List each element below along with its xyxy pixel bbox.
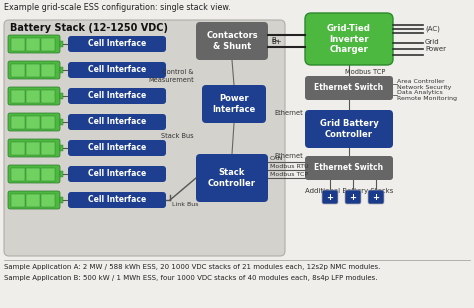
- Bar: [60, 93, 63, 99]
- Text: Ethernet: Ethernet: [274, 110, 303, 116]
- Text: Grid
Power: Grid Power: [425, 39, 446, 52]
- Bar: [41, 38, 55, 51]
- Bar: [60, 41, 63, 47]
- Text: Control &
Measurement: Control & Measurement: [148, 70, 194, 83]
- FancyBboxPatch shape: [68, 140, 166, 156]
- Text: Stack Bus: Stack Bus: [161, 133, 194, 139]
- Text: Power
Interface: Power Interface: [212, 94, 255, 114]
- FancyBboxPatch shape: [8, 61, 60, 79]
- FancyBboxPatch shape: [68, 62, 166, 78]
- Text: B-: B-: [271, 37, 278, 43]
- FancyBboxPatch shape: [368, 190, 384, 204]
- Bar: [60, 145, 63, 151]
- Bar: [11, 116, 25, 129]
- Text: B+: B+: [271, 39, 282, 45]
- Text: +: +: [349, 192, 356, 201]
- FancyBboxPatch shape: [202, 85, 266, 123]
- Bar: [60, 67, 63, 73]
- Bar: [26, 38, 40, 51]
- FancyBboxPatch shape: [4, 20, 285, 256]
- FancyBboxPatch shape: [68, 166, 166, 182]
- Text: Ethernet Switch: Ethernet Switch: [314, 83, 383, 92]
- FancyBboxPatch shape: [8, 35, 60, 53]
- Text: Sample Application B: 500 kW / 1 MWh ESS, four 1000 VDC stacks of 40 modules eac: Sample Application B: 500 kW / 1 MWh ESS…: [4, 275, 377, 281]
- Text: +: +: [327, 192, 334, 201]
- Text: Modbus TCP: Modbus TCP: [345, 69, 385, 75]
- Bar: [60, 119, 63, 125]
- Bar: [60, 197, 63, 203]
- Text: Cell Interface: Cell Interface: [88, 66, 146, 75]
- FancyBboxPatch shape: [345, 190, 361, 204]
- Bar: [26, 90, 40, 103]
- Text: Link Bus: Link Bus: [172, 202, 199, 207]
- Bar: [11, 168, 25, 181]
- Bar: [41, 116, 55, 129]
- Text: Contactors
& Shunt: Contactors & Shunt: [206, 31, 258, 51]
- Text: Area Controller
Network Security: Area Controller Network Security: [397, 79, 451, 90]
- Bar: [26, 194, 40, 207]
- Text: Grid-Tied
Inverter
Charger: Grid-Tied Inverter Charger: [327, 24, 371, 54]
- Text: Additional Battery Stacks: Additional Battery Stacks: [305, 188, 393, 194]
- Text: Battery Stack (12-1250 VDC): Battery Stack (12-1250 VDC): [10, 23, 168, 33]
- FancyBboxPatch shape: [305, 156, 393, 180]
- Text: Data Analytics
Remote Monitoring: Data Analytics Remote Monitoring: [397, 90, 457, 101]
- Bar: [26, 116, 40, 129]
- FancyBboxPatch shape: [68, 192, 166, 208]
- Bar: [41, 142, 55, 155]
- Text: Modbus TCP: Modbus TCP: [270, 172, 308, 176]
- FancyBboxPatch shape: [8, 87, 60, 105]
- FancyBboxPatch shape: [305, 110, 393, 148]
- Bar: [41, 90, 55, 103]
- Bar: [26, 64, 40, 77]
- FancyBboxPatch shape: [305, 76, 393, 100]
- Bar: [26, 142, 40, 155]
- Text: Grid Battery
Controller: Grid Battery Controller: [319, 119, 378, 139]
- Text: Cell Interface: Cell Interface: [88, 39, 146, 48]
- Text: Stack
Controller: Stack Controller: [208, 168, 256, 188]
- Bar: [41, 194, 55, 207]
- Text: Cell Interface: Cell Interface: [88, 144, 146, 152]
- Bar: [11, 90, 25, 103]
- Bar: [11, 64, 25, 77]
- Text: Cell Interface: Cell Interface: [88, 117, 146, 127]
- FancyBboxPatch shape: [8, 165, 60, 183]
- FancyBboxPatch shape: [305, 13, 393, 65]
- Bar: [11, 142, 25, 155]
- Text: Cell Interface: Cell Interface: [88, 169, 146, 179]
- Text: CAN: CAN: [270, 156, 283, 160]
- FancyBboxPatch shape: [8, 139, 60, 157]
- FancyBboxPatch shape: [322, 190, 338, 204]
- FancyBboxPatch shape: [68, 36, 166, 52]
- Text: (AC): (AC): [425, 25, 440, 32]
- FancyBboxPatch shape: [8, 191, 60, 209]
- Bar: [26, 168, 40, 181]
- FancyBboxPatch shape: [196, 22, 268, 60]
- Text: Modbus RTU: Modbus RTU: [270, 164, 309, 168]
- Text: Ethernet Switch: Ethernet Switch: [314, 164, 383, 172]
- FancyBboxPatch shape: [196, 154, 268, 202]
- Text: Ethernet: Ethernet: [274, 153, 303, 159]
- Bar: [41, 168, 55, 181]
- Text: Cell Interface: Cell Interface: [88, 196, 146, 205]
- Text: Example grid-scale ESS configuration: single stack view.: Example grid-scale ESS configuration: si…: [4, 3, 231, 12]
- FancyBboxPatch shape: [68, 88, 166, 104]
- FancyBboxPatch shape: [68, 114, 166, 130]
- Bar: [11, 38, 25, 51]
- FancyBboxPatch shape: [8, 113, 60, 131]
- Text: +: +: [373, 192, 380, 201]
- Bar: [41, 64, 55, 77]
- Bar: [11, 194, 25, 207]
- Text: Cell Interface: Cell Interface: [88, 91, 146, 100]
- Text: Sample Application A: 2 MW / 588 kWh ESS, 20 1000 VDC stacks of 21 modules each,: Sample Application A: 2 MW / 588 kWh ESS…: [4, 264, 380, 270]
- Bar: [60, 171, 63, 177]
